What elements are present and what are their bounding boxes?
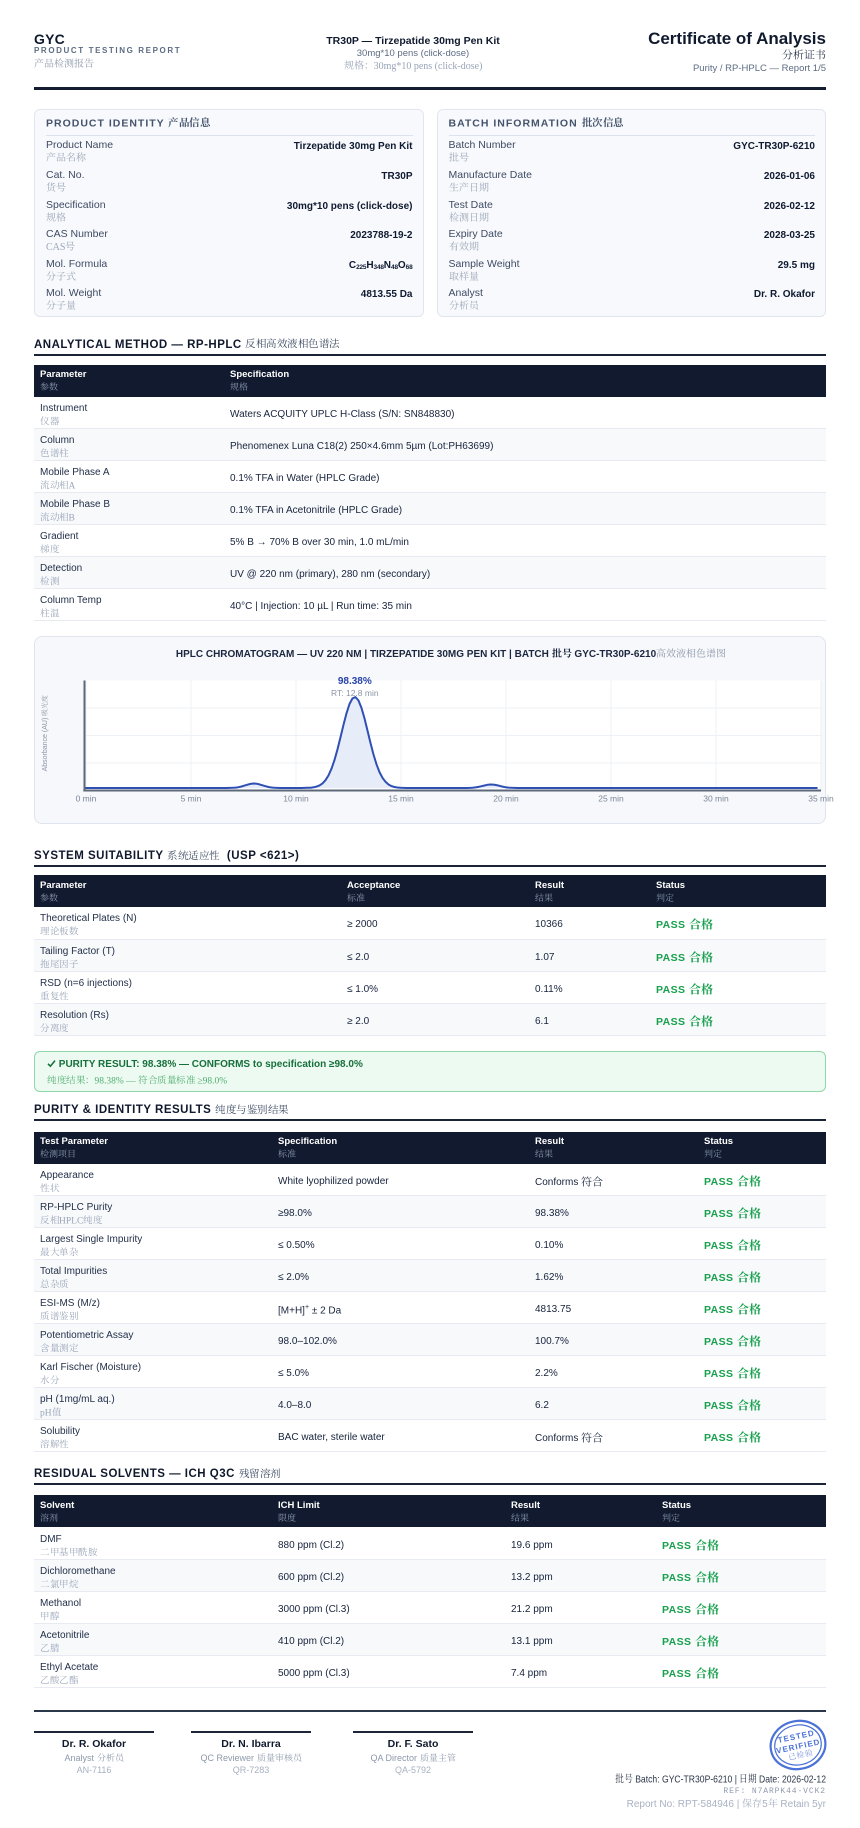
svg-text:30 min: 30 min	[703, 794, 729, 804]
svg-text:RT: 12.8 min: RT: 12.8 min	[331, 688, 379, 698]
svg-text:15 min: 15 min	[388, 794, 414, 804]
svg-text:35 min: 35 min	[808, 794, 834, 804]
svg-text:10 min: 10 min	[283, 794, 309, 804]
svg-text:25 min: 25 min	[598, 794, 624, 804]
svg-text:5 min: 5 min	[181, 794, 202, 804]
svg-text:98.38%: 98.38%	[338, 676, 372, 687]
svg-text:20 min: 20 min	[493, 794, 519, 804]
svg-text:0 min: 0 min	[76, 794, 97, 804]
